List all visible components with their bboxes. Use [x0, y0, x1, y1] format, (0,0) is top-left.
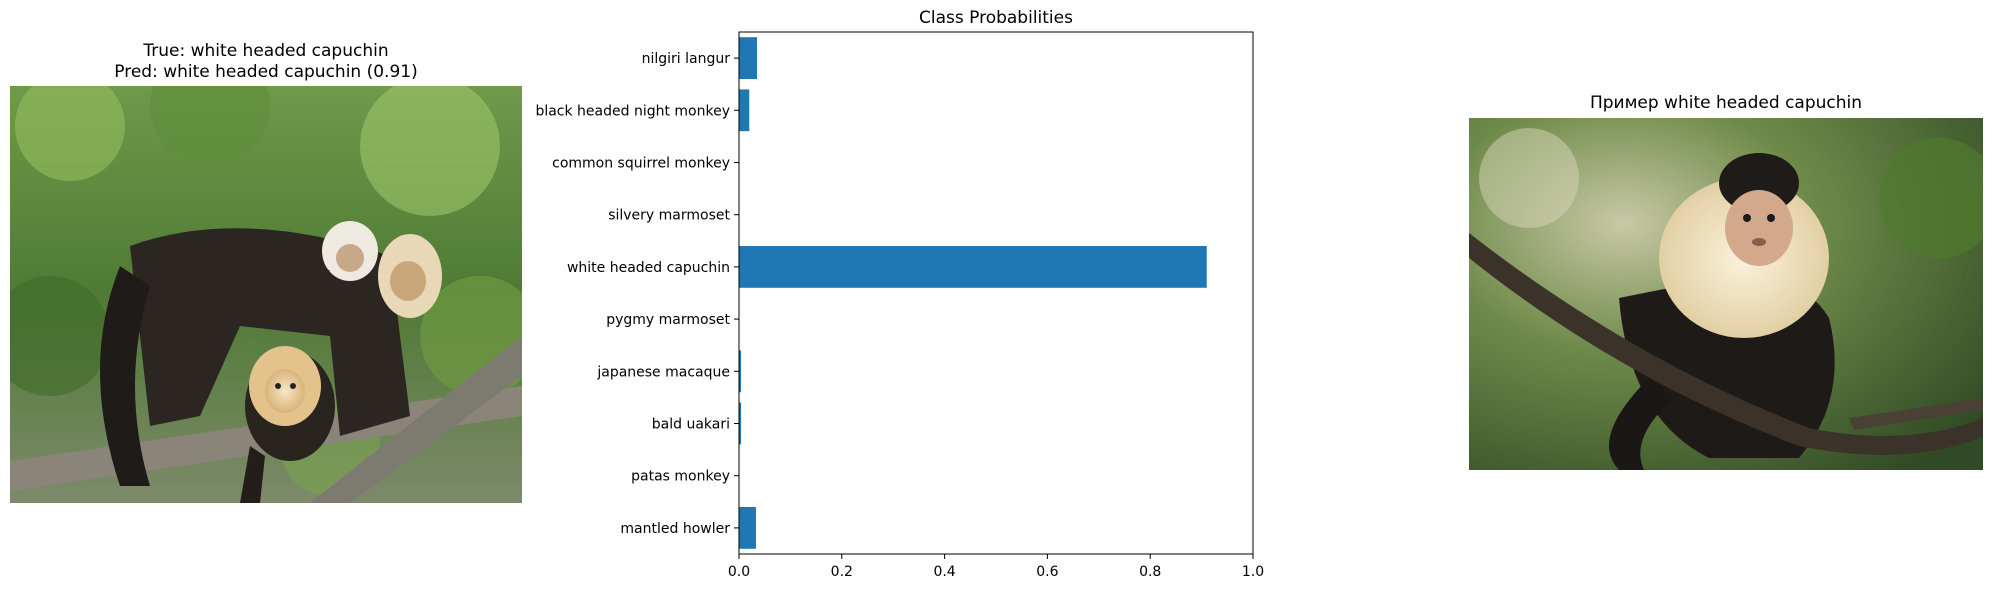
y-tick-label: mantled howler: [620, 521, 730, 537]
y-tick-label: black headed night monkey: [535, 103, 730, 119]
plot-frame: [738, 31, 1254, 555]
x-tick-label: 1.0: [1242, 564, 1264, 580]
capuchin-group-photo: [10, 86, 522, 503]
chart-title: Class Probabilities: [919, 8, 1073, 28]
bar-nilgiri-langur: [739, 37, 757, 79]
y-tick-label: nilgiri langur: [642, 51, 731, 67]
bar-mantled-howler: [739, 507, 756, 549]
x-tick-label: 0.2: [831, 564, 853, 580]
left-image-title: True: white headed capuchin Pred: white …: [10, 41, 522, 83]
y-tick-label: bald uakari: [652, 417, 730, 433]
y-tick-label: pygmy marmoset: [606, 312, 730, 328]
y-tick-label: silvery marmoset: [608, 208, 730, 224]
y-tick-label: patas monkey: [631, 469, 730, 485]
bar-black-headed-night-monkey: [739, 89, 750, 132]
pred-label: Pred: white headed capuchin (0.91): [114, 62, 418, 82]
y-tick-label: white headed capuchin: [567, 260, 730, 276]
x-tick-label: 0.6: [1036, 564, 1058, 580]
bar-bald-uakari: [739, 402, 742, 445]
x-tick-label: 0.0: [728, 564, 750, 580]
example-image-title: Пример white headed capuchin: [1589, 93, 1863, 113]
capuchin-on-branch-photo: [1469, 118, 1983, 470]
bar-white-headed-capuchin: [739, 246, 1207, 288]
x-tick-label: 0.8: [1139, 564, 1161, 580]
bar-japanese-macaque: [739, 350, 742, 393]
true-label: True: white headed capuchin: [143, 41, 389, 61]
y-tick-label: common squirrel monkey: [552, 156, 730, 172]
x-tick-label: 0.4: [933, 564, 955, 580]
y-tick-label: japanese macaque: [596, 364, 730, 380]
